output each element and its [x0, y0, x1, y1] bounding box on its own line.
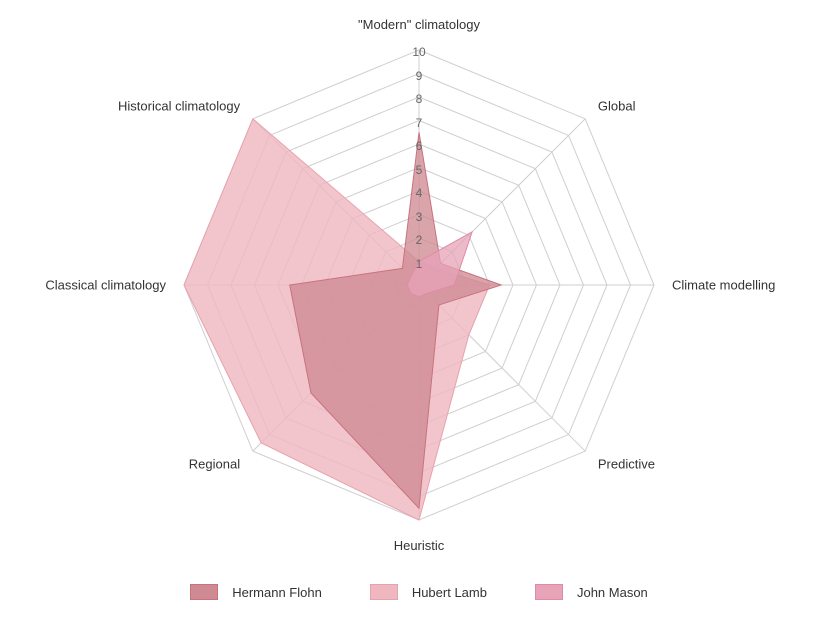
axis-label: Heuristic: [394, 538, 445, 553]
grid-tick-label: 9: [416, 69, 423, 83]
legend-item: John Mason: [535, 584, 648, 600]
grid-tick-label: 10: [412, 45, 425, 59]
grid-tick-label: 4: [416, 186, 423, 200]
legend-swatch: [190, 584, 218, 600]
legend-label: Hubert Lamb: [412, 585, 487, 600]
grid-tick-label: 5: [416, 163, 423, 177]
grid-tick-label: 8: [416, 92, 423, 106]
legend-item: Hermann Flohn: [190, 584, 322, 600]
legend-label: Hermann Flohn: [232, 585, 322, 600]
radar-chart: 1 2 3 4 5 6 7 8 9 10 "Modern" climatology Global Cli…: [0, 0, 838, 624]
legend-swatch: [535, 584, 563, 600]
legend-label: John Mason: [577, 585, 648, 600]
axis-label: Predictive: [598, 456, 655, 471]
axis-label: Climate modelling: [672, 278, 775, 293]
grid-tick-label: 7: [416, 116, 423, 130]
legend-swatch: [370, 584, 398, 600]
axis-label: Classical climatology: [45, 278, 166, 293]
legend-item: Hubert Lamb: [370, 584, 487, 600]
grid-tick-label: 3: [416, 210, 423, 224]
axis-label: "Modern" climatology: [358, 17, 480, 32]
axis-label: Historical climatology: [118, 99, 240, 114]
grid-tick-label: 6: [416, 139, 423, 153]
legend: Hermann Flohn Hubert Lamb John Mason: [0, 584, 838, 600]
axis-label: Global: [598, 99, 636, 114]
grid-tick-label: 2: [416, 233, 423, 247]
grid-tick-label: 1: [416, 257, 423, 271]
axis-label: Regional: [189, 456, 240, 471]
